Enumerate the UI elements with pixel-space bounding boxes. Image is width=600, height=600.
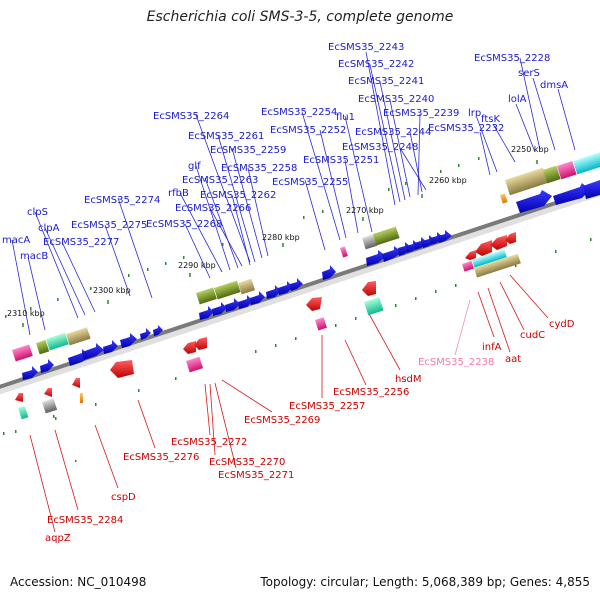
gene-label: EcSMS35_2254 <box>261 107 337 118</box>
gene-label: EcSMS35_2244 <box>355 127 431 138</box>
gene-label: EcSMS35_2266 <box>175 203 251 214</box>
gene-label: aat <box>505 354 521 365</box>
gene-label: EcSMS35_2258 <box>221 163 297 174</box>
gene-label: EcSMS35_2271 <box>218 470 294 481</box>
gene-label: EcSMS35_2228 <box>474 53 550 64</box>
gene-label: EcSMS35_2241 <box>348 76 424 87</box>
tick-dots <box>3 157 592 462</box>
gene-label: EcSMS35_2240 <box>358 94 434 105</box>
scale-ticks <box>22 160 538 327</box>
scale-label: 2250 kbp <box>511 145 549 154</box>
reverse-gene-labels: cydD cudC aat infA hsdM EcSMS35_2256 EcS… <box>45 319 575 544</box>
gene-label: EcSMS35_2256 <box>333 387 409 398</box>
gene-label: serS <box>518 68 540 79</box>
gene-label: dmsA <box>540 80 568 91</box>
gene-label: EcSMS35_2248 <box>342 142 418 153</box>
forward-gene-labels: EcSMS35_2243 EcSMS35_2242 EcSMS35_2241 E… <box>2 42 568 262</box>
scale-label: 2310 kbp <box>7 309 45 318</box>
scale-label: 2300 kbp <box>93 286 131 295</box>
gene-label: flu1 <box>336 112 355 123</box>
gene-label: EcSMS35_2269 <box>244 415 320 426</box>
gene-label: hsdM <box>395 374 422 385</box>
scale-label: 2280 kbp <box>262 233 300 242</box>
gene-label: EcSMS35_2284 <box>47 515 123 526</box>
gene-label: EcSMS35_2259 <box>210 145 286 156</box>
gene-label: glf <box>188 161 201 172</box>
gene-label: EcSMS35_2243 <box>328 42 404 53</box>
gene-label: EcSMS35_2232 <box>428 123 504 134</box>
gene-label: lolA <box>508 94 527 105</box>
gene-label: EcSMS35_2255 <box>272 177 348 188</box>
reverse-colored-features <box>17 249 521 420</box>
gene-label-pseudo: EcSMS35_2238 <box>418 357 494 368</box>
scale-label: 2260 kbp <box>429 176 467 185</box>
gene-label: EcSMS35_2239 <box>383 108 459 119</box>
gene-label: cspD <box>111 492 136 503</box>
reverse-gene-arrows <box>15 232 516 402</box>
reverse-leader-lines <box>29 274 549 533</box>
scale-label: 2270 kbp <box>346 206 384 215</box>
gene-label: macA <box>2 235 30 246</box>
gene-label: EcSMS35_2275 <box>71 220 147 231</box>
gene-label: ftsK <box>481 114 500 125</box>
gene-label: EcSMS35_2268 <box>146 219 222 230</box>
gene-label: EcSMS35_2251 <box>303 155 379 166</box>
gene-label: EcSMS35_2261 <box>188 131 264 142</box>
gene-label: aqpZ <box>45 533 71 544</box>
gene-label: rfbB <box>168 188 189 199</box>
gene-label: EcSMS35_2277 <box>43 237 119 248</box>
genome-summary-text: Topology: circular; Length: 5,068,389 bp… <box>260 575 590 589</box>
gene-label: infA <box>482 342 502 353</box>
gene-label: macB <box>20 251 48 262</box>
forward-leader-lines <box>11 51 576 336</box>
gene-label: cydD <box>549 319 575 330</box>
gene-label: EcSMS35_2276 <box>123 452 199 463</box>
gene-label: EcSMS35_2264 <box>153 111 229 122</box>
gene-label: EcSMS35_2262 <box>200 190 276 201</box>
gene-label: EcSMS35_2257 <box>289 401 365 412</box>
forward-gene-arrows <box>22 180 600 380</box>
pseudo-leader-lines <box>454 299 471 356</box>
gene-label: EcSMS35_2242 <box>338 59 414 70</box>
accession-text: Accession: NC_010498 <box>10 575 147 589</box>
gene-label: EcSMS35_2263 <box>182 175 258 186</box>
gene-label: lrp <box>468 108 481 119</box>
scale-labels: 2250 kbp 2260 kbp 2270 kbp 2280 kbp 2290… <box>7 145 549 318</box>
gene-label: clpA <box>38 223 60 234</box>
gene-label: EcSMS35_2252 <box>270 125 346 136</box>
gene-label: EcSMS35_2274 <box>84 195 160 206</box>
scale-label: 2290 kbp <box>178 261 216 270</box>
gene-label: clpS <box>27 207 48 218</box>
gene-label: EcSMS35_2272 <box>171 437 247 448</box>
gene-label: cudC <box>520 330 545 341</box>
genome-title: Escherichia coli SMS-3-5, complete genom… <box>146 9 454 25</box>
forward-colored-features <box>12 151 600 362</box>
gene-label: EcSMS35_2270 <box>209 457 285 468</box>
